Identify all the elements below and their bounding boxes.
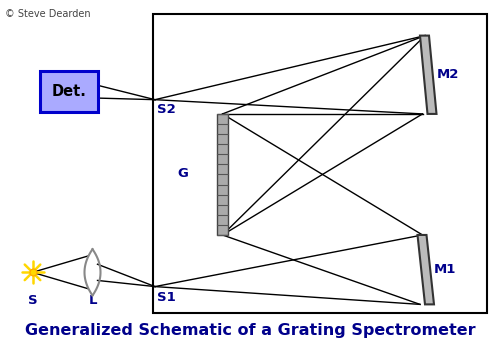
Bar	[40, 71, 98, 112]
Text: © Steve Dearden: © Steve Dearden	[5, 9, 90, 19]
Text: L: L	[88, 294, 97, 307]
Text: S2: S2	[158, 103, 176, 116]
Bar	[152, 14, 487, 313]
Text: S: S	[28, 294, 38, 307]
Text: M2: M2	[436, 68, 459, 81]
Text: M1: M1	[434, 263, 456, 276]
Polygon shape	[418, 235, 434, 304]
Text: S1: S1	[158, 291, 176, 304]
Text: G: G	[178, 167, 188, 180]
Polygon shape	[420, 36, 436, 114]
Text: Generalized Schematic of a Grating Spectrometer: Generalized Schematic of a Grating Spect…	[24, 323, 475, 338]
Bar	[217, 114, 228, 235]
Text: Det.: Det.	[52, 84, 86, 99]
